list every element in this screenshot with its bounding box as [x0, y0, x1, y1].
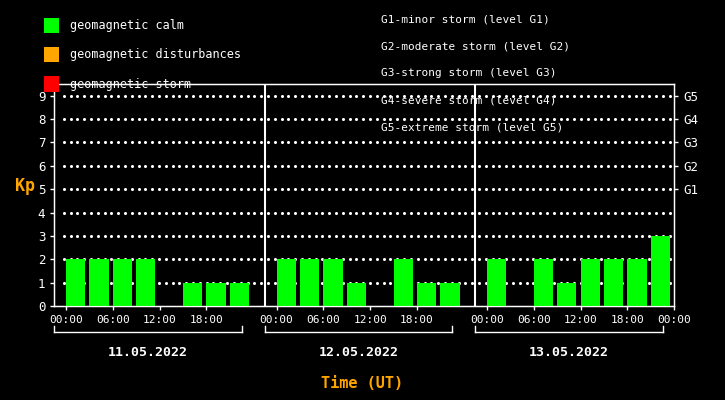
Text: geomagnetic disturbances: geomagnetic disturbances	[70, 48, 241, 61]
Text: G2-moderate storm (level G2): G2-moderate storm (level G2)	[381, 41, 570, 51]
Y-axis label: Kp: Kp	[14, 177, 35, 195]
Bar	[581, 259, 600, 306]
Text: geomagnetic storm: geomagnetic storm	[70, 78, 191, 90]
Bar	[440, 283, 460, 306]
Bar	[394, 259, 413, 306]
Bar	[207, 283, 225, 306]
Bar	[417, 283, 436, 306]
Text: G4-severe storm (level G4): G4-severe storm (level G4)	[381, 96, 556, 106]
Text: G5-extreme storm (level G5): G5-extreme storm (level G5)	[381, 123, 563, 133]
Text: Time (UT): Time (UT)	[321, 376, 404, 391]
Text: G1-minor storm (level G1): G1-minor storm (level G1)	[381, 14, 550, 24]
Bar	[230, 283, 249, 306]
Bar	[534, 259, 553, 306]
Text: geomagnetic calm: geomagnetic calm	[70, 19, 184, 32]
Bar	[113, 259, 132, 306]
Bar	[277, 259, 296, 306]
Bar	[183, 283, 202, 306]
Text: G3-strong storm (level G3): G3-strong storm (level G3)	[381, 68, 556, 78]
Text: 11.05.2022: 11.05.2022	[108, 346, 188, 359]
Bar	[347, 283, 366, 306]
Text: 12.05.2022: 12.05.2022	[318, 346, 399, 359]
Bar	[558, 283, 576, 306]
Bar	[323, 259, 342, 306]
Text: 13.05.2022: 13.05.2022	[529, 346, 609, 359]
Bar	[604, 259, 624, 306]
Bar	[66, 259, 86, 306]
Bar	[651, 236, 670, 306]
Bar	[136, 259, 155, 306]
Bar	[300, 259, 319, 306]
Bar	[487, 259, 506, 306]
Bar	[89, 259, 109, 306]
Bar	[627, 259, 647, 306]
